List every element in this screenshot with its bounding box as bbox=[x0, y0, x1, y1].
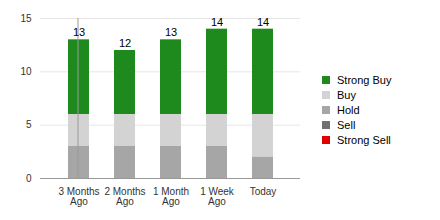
svg-text:12: 12 bbox=[119, 37, 131, 49]
svg-text:3 MonthsAgo: 3 MonthsAgo bbox=[58, 186, 99, 207]
svg-text:13: 13 bbox=[165, 26, 177, 38]
html-text:Strong Sell: Strong Sell bbox=[337, 134, 391, 146]
svg-text:0: 0 bbox=[26, 173, 32, 184]
svg-text:1 MonthAgo: 1 MonthAgo bbox=[153, 186, 189, 207]
html-text:Strong Buy: Strong Buy bbox=[337, 74, 392, 86]
svg-text:14: 14 bbox=[257, 16, 269, 28]
html-text:Buy: Buy bbox=[337, 89, 356, 101]
html-text:Sell: Sell bbox=[337, 119, 356, 131]
svg-text:Today: Today bbox=[250, 186, 277, 197]
svg-text:5: 5 bbox=[26, 119, 32, 130]
svg-text:13: 13 bbox=[73, 26, 85, 38]
svg-text:2 MonthsAgo: 2 MonthsAgo bbox=[104, 186, 145, 207]
svg-text:1 WeekAgo: 1 WeekAgo bbox=[200, 186, 235, 207]
svg-text:10: 10 bbox=[20, 66, 32, 77]
svg-text:14: 14 bbox=[211, 16, 223, 28]
svg-text:15: 15 bbox=[20, 13, 32, 24]
html-text:Hold: Hold bbox=[337, 104, 360, 116]
